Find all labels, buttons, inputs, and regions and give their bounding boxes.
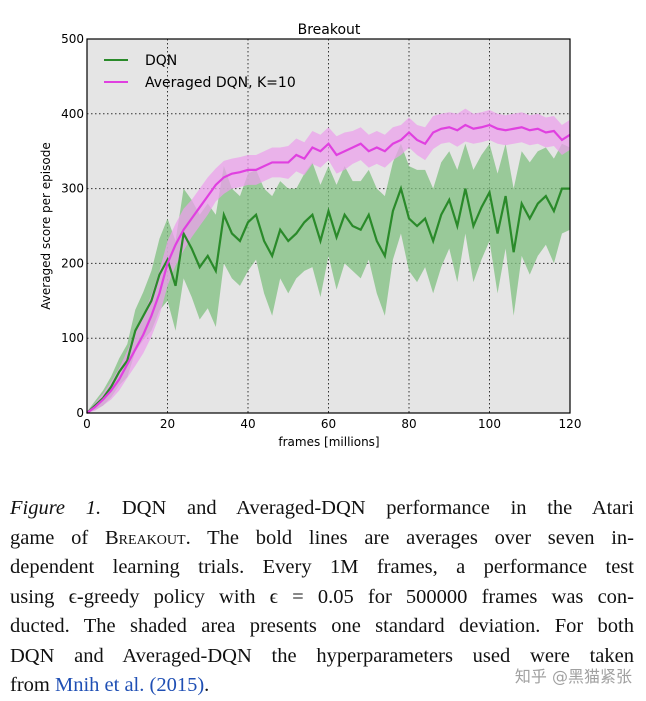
x-tick-label: 100 — [478, 417, 501, 431]
caption-text: from — [10, 674, 50, 696]
legend-label-dqn: DQN — [145, 53, 177, 69]
figure-caption: Figure 1. DQN and Averaged-DQN performan… — [10, 494, 634, 701]
x-tick-label: 120 — [559, 417, 582, 431]
caption-line: DQN and Averaged-DQN the hyperparameters… — [10, 644, 634, 667]
y-tick-label: 300 — [61, 182, 84, 196]
citation-link[interactable]: Mnih et al. — [54, 674, 145, 696]
legend: DQN Averaged DQN, K=10 — [104, 53, 296, 91]
caption-text: . — [204, 674, 210, 696]
x-tick-label: 40 — [240, 417, 255, 431]
x-tick-label: 0 — [83, 417, 91, 431]
x-axis-label: frames [millions] — [278, 435, 379, 449]
breakout-chart: Breakout 0 20 40 60 80 100 120 0 100 200 300 400 500… — [39, 22, 582, 449]
series-line-0 — [86, 184, 570, 414]
y-tick-label: 400 — [61, 107, 84, 121]
x-tick-label: 60 — [321, 417, 336, 431]
citation-year-link[interactable]: (2015) — [149, 674, 205, 696]
plot-frame — [86, 38, 571, 414]
chart-title: Breakout — [298, 22, 361, 38]
y-tick-label: 0 — [76, 406, 84, 420]
game-name: Breakout — [105, 526, 186, 549]
watermark: 知乎 @黑猫紧张 — [514, 667, 632, 686]
caption-line: dependent learning trials. Every 1M fram… — [10, 556, 634, 578]
y-tick-label: 500 — [61, 32, 84, 46]
x-tick-label: 80 — [401, 417, 416, 431]
figure-label: Figure 1. — [10, 497, 102, 519]
y-tick-label: 100 — [61, 331, 84, 345]
caption-text: game of — [10, 526, 89, 549]
series-line-1 — [86, 123, 571, 414]
y-tick-label: 200 — [61, 256, 84, 270]
x-tick-label: 20 — [160, 417, 175, 431]
y-axis-label: Averaged score per episode — [39, 142, 53, 309]
legend-label-averaged-dqn: Averaged DQN, K=10 — [145, 75, 296, 91]
std-band-1 — [87, 108, 570, 414]
caption-line: ducted. The shaded area presents one sta… — [10, 615, 634, 637]
caption-line: using ϵ-greedy policy with ϵ = 0.05 for … — [10, 585, 634, 608]
caption-text: . The bold lines are averages over seven… — [185, 526, 634, 549]
caption-line: DQN and Averaged-DQN performance in the … — [121, 497, 634, 519]
